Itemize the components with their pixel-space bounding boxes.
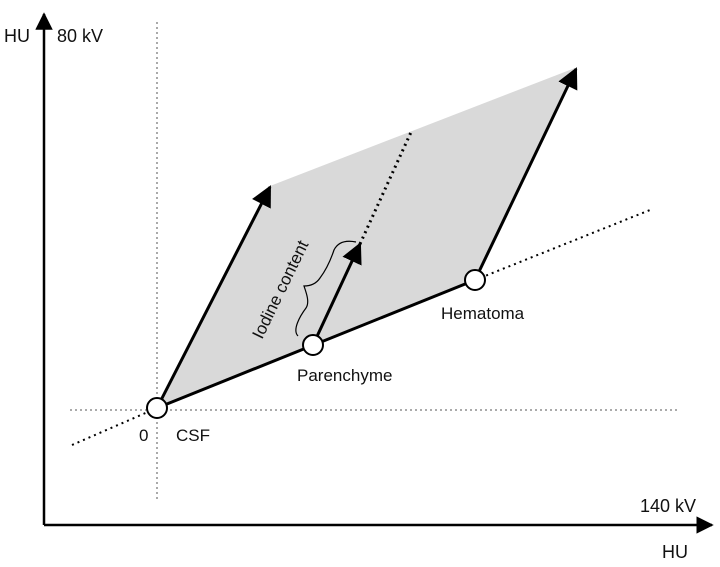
tissue-line-upper [474, 209, 651, 281]
x-axis-energy: 140 kV [640, 496, 696, 516]
y-axis-energy: 80 kV [57, 26, 103, 46]
csf-label: CSF [176, 426, 210, 445]
x-axis-unit: HU [662, 542, 688, 562]
hematoma-label: Hematoma [441, 304, 525, 323]
iodine-brace [295, 240, 357, 337]
parenchyme-iodine-arrow [311, 242, 362, 346]
origin-label: 0 [139, 426, 148, 445]
csf-point [146, 397, 168, 419]
parenchyme-label: Parenchyme [297, 366, 392, 385]
csf-iodine-arrow [155, 185, 272, 409]
iodine-region [157, 68, 575, 408]
hematoma-iodine-arrow [473, 67, 578, 281]
parenchyme-point [302, 334, 324, 356]
y-axis-unit: HU [4, 26, 30, 46]
hematoma-point [464, 269, 486, 291]
